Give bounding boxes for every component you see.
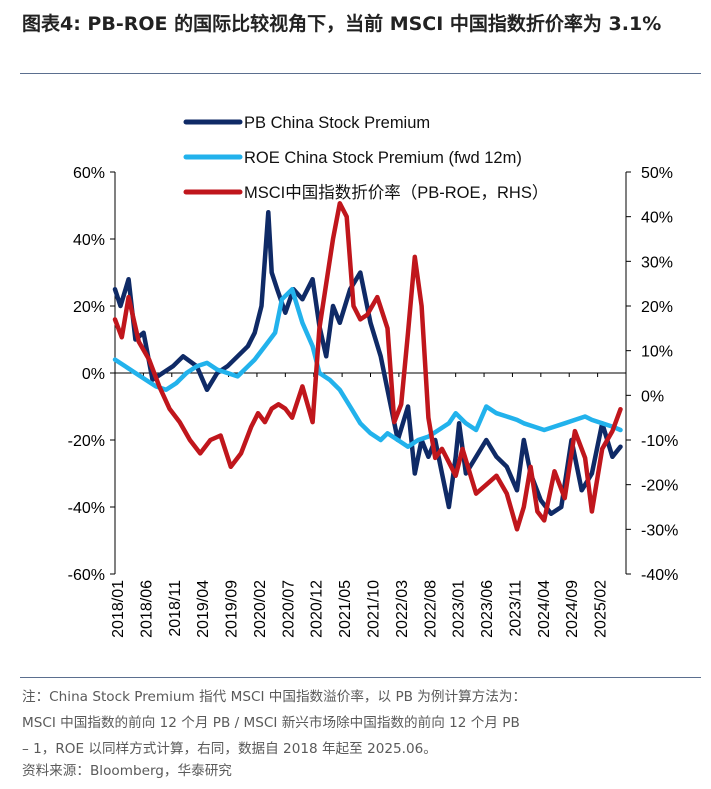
y-left-tick-label: -60% (68, 567, 105, 584)
y-right-tick-label: 40% (641, 210, 673, 227)
footer-divider (20, 677, 701, 678)
x-tick-label: 2024/04 (536, 580, 553, 638)
y-right-tick-label: 30% (641, 254, 673, 271)
series-line-1 (112, 209, 623, 516)
x-tick-label: 2024/09 (564, 580, 581, 638)
y-right-tick-label: 0% (641, 388, 664, 405)
series-layer (112, 201, 623, 532)
y-axis-right: 50% 40% 30% 20% 10% 0% -10% -20% -30% -40% (625, 165, 678, 584)
y-right-tick-label: -20% (641, 478, 678, 495)
x-tick-label: 2019/04 (195, 580, 212, 638)
footnote-line-2: MSCI 中国指数的前向 12 个月 PB / MSCI 新兴市场除中国指数的前… (22, 715, 520, 731)
x-tick-label: 2020/12 (309, 580, 326, 638)
x-tick-label: 2018/01 (110, 580, 127, 638)
x-tick-label: 2018/11 (167, 580, 184, 637)
line-chart: 60% 40% 20% 0% -20% -40% -60% 50% 40% 30% 20% 10% 0… (68, 114, 679, 638)
x-tick-label: 2020/02 (252, 580, 269, 638)
title-divider (20, 73, 701, 74)
x-tick-label: 2018/06 (138, 580, 155, 638)
series-line-2 (112, 287, 623, 449)
y-axis-left: 60% 40% 20% 0% -20% -40% -60% (68, 165, 116, 584)
y-right-tick-label: -30% (641, 522, 678, 539)
y-left-tick-label: 40% (73, 232, 105, 249)
footnote-line-1: 注：China Stock Premium 指代 MSCI 中国指数溢价率，以 … (22, 689, 527, 705)
footnote-line-3: – 1，ROE 以同样方式计算，右同，数据自 2018 年起至 2025.06。 (22, 741, 437, 757)
x-tick-label: 2021/10 (366, 580, 383, 638)
legend-label-3: MSCI中国指数折价率（PB-ROE，RHS） (244, 183, 548, 202)
x-tick-label: 2019/09 (224, 580, 241, 638)
y-right-tick-label: 50% (641, 165, 673, 182)
x-tick-label: 2022/08 (422, 580, 439, 638)
x-tick-label: 2022/03 (394, 580, 411, 638)
x-tick-label: 2020/07 (280, 580, 297, 638)
y-left-tick-label: 0% (82, 366, 105, 383)
x-axis: 2018/01 2018/06 2018/11 2019/04 2019/09 2020/… (110, 372, 626, 638)
x-tick-label: 2025/02 (593, 580, 610, 638)
footnote: 注：China Stock Premium 指代 MSCI 中国指数溢价率，以 … (22, 684, 702, 762)
y-left-tick-label: 60% (73, 165, 105, 182)
x-tick-label: 2023/01 (451, 580, 468, 638)
y-right-tick-label: 20% (641, 299, 673, 316)
series-line-3 (112, 201, 623, 532)
legend-label-2: ROE China Stock Premium (fwd 12m) (244, 149, 522, 167)
y-right-tick-label: -10% (641, 433, 678, 450)
legend-label-1: PB China Stock Premium (244, 114, 430, 132)
y-left-tick-label: -40% (68, 500, 105, 517)
y-right-tick-label: -40% (641, 567, 678, 584)
x-tick-label: 2021/05 (337, 580, 354, 638)
y-left-tick-label: -20% (68, 433, 105, 450)
source-note: 资料来源：Bloomberg，华泰研究 (22, 763, 232, 779)
y-right-tick-label: 10% (641, 344, 673, 361)
chart-title: 图表4: PB-ROE 的国际比较视角下，当前 MSCI 中国指数折价率为 3.… (22, 13, 662, 35)
x-tick-label: 2023/06 (479, 580, 496, 638)
x-tick-label: 2023/11 (507, 580, 524, 637)
y-left-tick-label: 20% (73, 299, 105, 316)
legend: PB China Stock Premium ROE China Stock Pr… (183, 114, 548, 202)
